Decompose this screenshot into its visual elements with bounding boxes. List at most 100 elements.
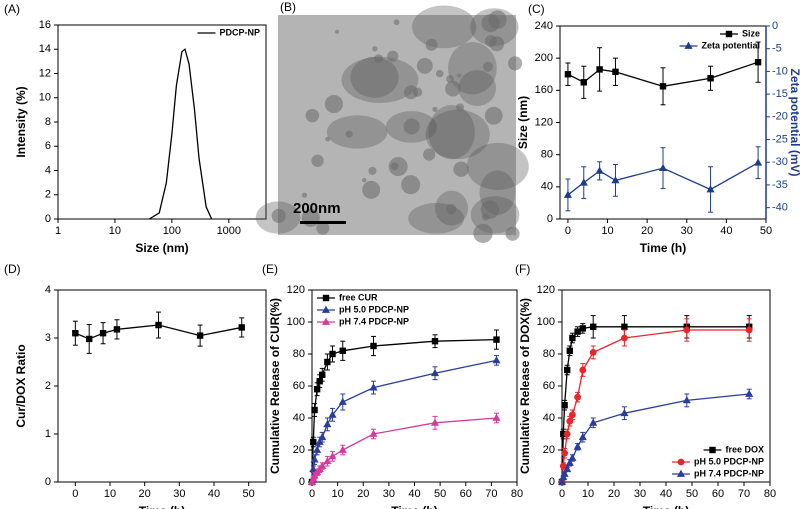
y-tick-label: 1 <box>45 428 51 440</box>
legend-label: PDCP-NP <box>219 27 260 37</box>
marker <box>369 383 378 391</box>
panel-label: (A) <box>4 2 20 16</box>
legend-marker <box>321 305 331 313</box>
particle <box>457 73 462 78</box>
x-tick-label: 70 <box>738 488 750 500</box>
marker <box>754 158 763 166</box>
x-tick-label: 40 <box>660 488 672 500</box>
y2-tick-label: -40 <box>772 202 788 214</box>
x-tick-label: 10 <box>601 225 613 237</box>
x-tick-label: 30 <box>173 488 185 500</box>
marker <box>557 477 567 485</box>
y-tick-label: 12 <box>39 67 51 79</box>
marker <box>431 338 439 345</box>
particle <box>416 57 433 74</box>
marker <box>589 349 597 356</box>
y-tick-label: 20 <box>293 444 305 456</box>
particle <box>423 148 436 161</box>
marker <box>561 449 568 457</box>
y2-tick-label: -30 <box>772 156 788 168</box>
y-tick-label: 10 <box>39 92 51 104</box>
particle <box>481 213 490 221</box>
x-tick-label: 40 <box>408 488 420 500</box>
marker <box>318 461 327 469</box>
marker <box>589 418 598 426</box>
marker <box>564 366 571 374</box>
marker <box>72 330 79 337</box>
marker <box>561 402 568 409</box>
particle <box>362 177 367 183</box>
marker <box>568 453 577 461</box>
particle <box>484 106 503 125</box>
marker <box>658 163 668 172</box>
marker <box>706 185 715 193</box>
panel-label: (E) <box>262 262 278 276</box>
marker <box>324 358 331 366</box>
marker <box>574 393 581 401</box>
marker <box>620 408 629 417</box>
legend-marker <box>676 469 686 477</box>
x-tick-label: 50 <box>686 488 698 500</box>
x-tick-label: 50 <box>434 488 446 500</box>
marker <box>754 58 762 66</box>
particle <box>362 180 381 199</box>
particle <box>432 106 438 113</box>
marker <box>707 75 714 82</box>
x-tick-label: 60 <box>712 488 724 500</box>
marker <box>370 342 377 350</box>
dark-region <box>428 105 475 160</box>
marker <box>492 413 501 421</box>
particle <box>445 80 461 97</box>
marker <box>430 418 440 426</box>
y-tick-label: 240 <box>535 20 553 32</box>
dark-region <box>448 42 497 95</box>
particle <box>403 118 420 135</box>
y2-tick-label: 0 <box>772 20 778 32</box>
legend-marker <box>677 458 685 466</box>
particle <box>325 136 331 142</box>
x-axis-title: Time (h) <box>643 504 689 509</box>
marker <box>328 452 337 460</box>
legend-label: pH 7.4 PDCP-NP <box>694 468 764 478</box>
particle <box>335 29 340 34</box>
marker <box>563 464 572 473</box>
x-tick-label: 60 <box>460 488 472 500</box>
y-tick-label: 80 <box>541 149 553 161</box>
marker <box>311 406 318 414</box>
marker <box>339 347 346 355</box>
particle <box>301 192 308 198</box>
marker <box>590 323 597 331</box>
y-tick-label: 3 <box>45 332 51 344</box>
y-tick-label: 20 <box>543 444 555 456</box>
y-tick-label: 60 <box>543 380 555 392</box>
series-line <box>311 417 497 483</box>
plot-frame <box>57 24 267 220</box>
particle <box>508 56 523 71</box>
marker <box>580 79 587 86</box>
plot-frame <box>559 25 767 220</box>
marker <box>564 71 572 78</box>
particle <box>473 223 493 244</box>
marker <box>323 420 332 428</box>
marker <box>323 456 332 465</box>
x-tick-label: 30 <box>383 488 395 500</box>
y2-axis-title: Zeta potential (mV) <box>788 68 800 176</box>
marker <box>113 326 121 333</box>
y-tick-label: 60 <box>293 380 305 392</box>
marker <box>579 366 587 374</box>
marker <box>492 356 501 364</box>
marker <box>596 66 603 73</box>
marker <box>430 368 440 377</box>
y-tick-label: 0 <box>549 476 555 488</box>
particle <box>305 108 320 123</box>
y-tick-label: 4 <box>45 164 51 176</box>
y-tick-label: 4 <box>45 284 51 296</box>
series-line <box>311 359 497 483</box>
tem-image <box>278 15 516 235</box>
legend-marker <box>709 446 716 454</box>
x-tick-label: 20 <box>139 488 151 500</box>
y-tick-label: 200 <box>535 52 553 64</box>
marker <box>563 190 572 198</box>
particle <box>393 19 400 26</box>
